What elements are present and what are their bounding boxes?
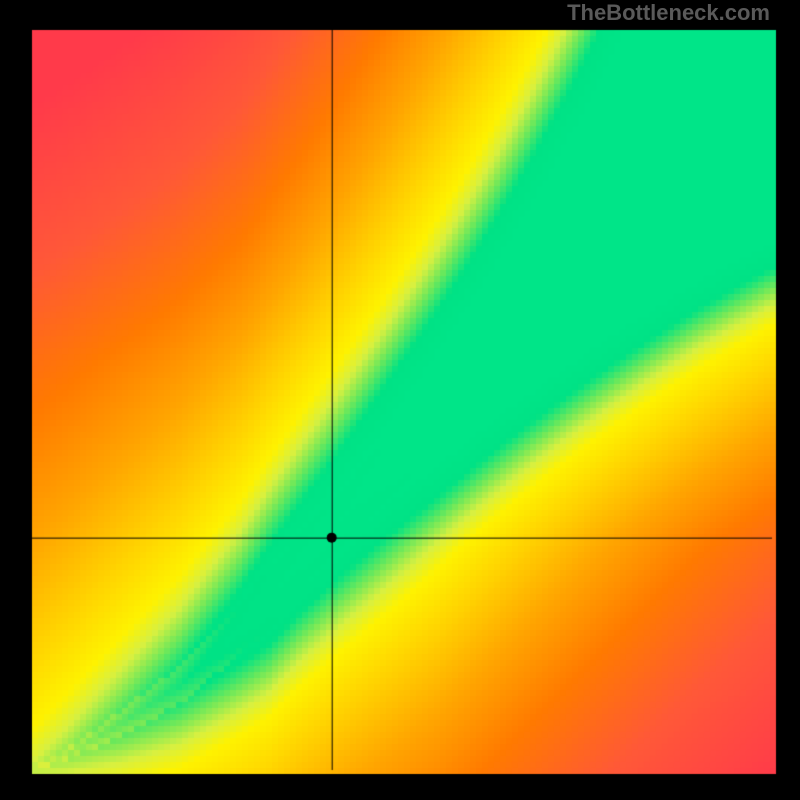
watermark-text: TheBottleneck.com [567, 0, 770, 26]
chart-container: TheBottleneck.com [0, 0, 800, 800]
heatmap-canvas [0, 0, 800, 800]
